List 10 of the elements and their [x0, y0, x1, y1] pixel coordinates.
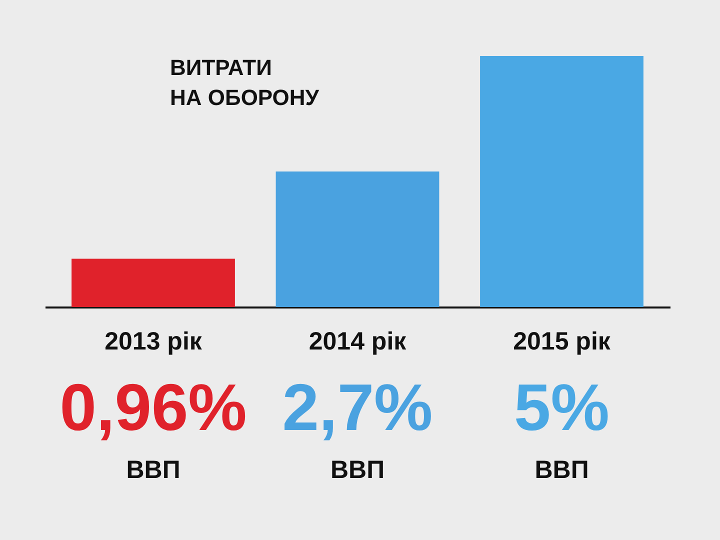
text: ВИТРАТИ НА ОБОРОНУ	[170, 55, 320, 110]
text: ВВП	[126, 456, 180, 484]
x-tick-label: 2014 рік	[308, 328, 407, 356]
data-label: 0,96%	[60, 370, 247, 444]
data-label: 5%	[514, 370, 610, 444]
data-label: 2,7%	[282, 370, 433, 444]
text: ВВП	[330, 456, 385, 484]
text: ВВП	[534, 456, 589, 484]
x-tick-label: 2013 рік	[104, 328, 202, 356]
x-tick-label: 2015 рік	[513, 328, 611, 356]
